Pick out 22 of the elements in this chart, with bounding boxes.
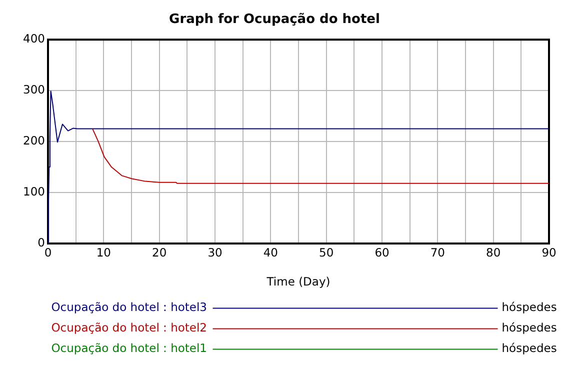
text: hóspedes xyxy=(502,300,557,314)
y-tick-label: 400 xyxy=(23,32,45,46)
x-axis-title: Time (Day) xyxy=(266,274,330,289)
x-tick-label: 60 xyxy=(374,245,390,260)
x-tick-label: 50 xyxy=(319,245,334,260)
x-tick-label: 40 xyxy=(263,245,278,260)
y-tick-label: 0 xyxy=(38,235,45,250)
text: hóspedes xyxy=(502,341,557,356)
x-tick-label: 30 xyxy=(208,245,222,260)
x-tick-label: 10 xyxy=(96,245,111,260)
y-tick-label: 300 xyxy=(23,82,45,97)
x-tick-label: 80 xyxy=(486,245,501,260)
legend-label: Ocupação do hotel : hotel1 xyxy=(51,341,208,356)
chart-title: Graph for Ocupação do hotel xyxy=(169,12,380,28)
x-tick-label: 70 xyxy=(430,245,445,260)
x-tick-label: 20 xyxy=(152,245,167,260)
text: Ocupação do hotel : hotel2 xyxy=(51,320,208,335)
text: Ocupação do hotel : hotel3 xyxy=(51,300,208,314)
y-tick-label: 100 xyxy=(23,184,45,199)
x-tick-label: 90 xyxy=(542,245,556,260)
text: hóspedes xyxy=(502,320,557,335)
y-tick-label: 200 xyxy=(23,134,45,148)
